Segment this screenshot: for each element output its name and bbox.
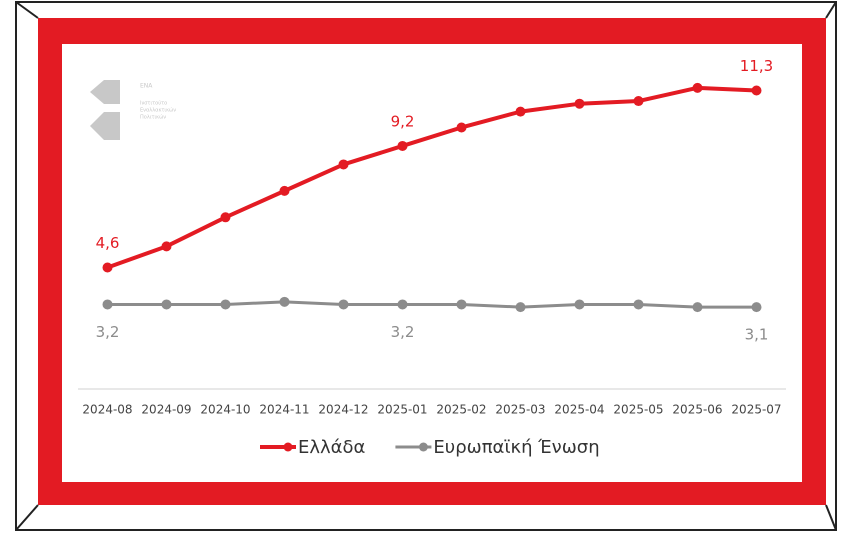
x-tick-label: 2025-03 — [495, 403, 545, 417]
x-tick-label: 2024-08 — [82, 403, 132, 417]
data-point — [515, 302, 526, 313]
logo-text: Πολιτικών — [140, 114, 166, 121]
x-tick-label: 2025-07 — [731, 403, 781, 417]
data-label: 9,2 — [391, 112, 415, 130]
x-tick-label: 2025-01 — [377, 403, 427, 417]
data-point — [574, 299, 585, 310]
data-label: 3,1 — [745, 326, 769, 344]
plot-background — [62, 44, 802, 482]
x-tick-label: 2025-06 — [672, 403, 722, 417]
data-point — [633, 299, 644, 310]
data-point — [220, 212, 231, 223]
data-point — [102, 262, 113, 273]
data-point — [220, 299, 231, 310]
data-point — [397, 299, 408, 310]
x-tick-label: 2024-12 — [318, 403, 368, 417]
legend-label: Ευρωπαϊκή Ένωση — [433, 437, 599, 458]
x-tick-label: 2024-11 — [259, 403, 309, 417]
x-tick-label: 2024-10 — [200, 403, 250, 417]
logo: ΕΝΑ Ινστιτούτο Εναλλακτικών Πολιτικών — [90, 80, 176, 140]
data-point — [692, 82, 703, 93]
data-point — [161, 241, 172, 252]
legend-marker — [418, 442, 428, 452]
legend-label: Ελλάδα — [298, 437, 365, 458]
series-line — [106, 85, 757, 270]
x-tick-label: 2025-04 — [554, 403, 604, 417]
data-point — [279, 185, 290, 196]
data-point — [338, 299, 349, 310]
x-tick-label: 2024-09 — [141, 403, 191, 417]
series-line — [107, 300, 757, 309]
logo-text: Εναλλακτικών — [140, 107, 176, 114]
logo-name: ΕΝΑ — [140, 83, 153, 90]
logo-text: Ινστιτούτο — [140, 100, 167, 107]
data-point — [751, 302, 762, 313]
data-label: 3,2 — [96, 323, 120, 341]
legend-marker — [283, 442, 293, 452]
data-point — [338, 159, 349, 170]
frame-corners — [15, 1, 837, 531]
data-label: 11,3 — [740, 57, 773, 75]
data-label: 4,6 — [96, 234, 120, 252]
data-label: 3,2 — [391, 323, 415, 341]
x-tick-label: 2025-05 — [613, 403, 663, 417]
data-point — [102, 299, 113, 310]
x-tick-label: 2025-02 — [436, 403, 486, 417]
data-point — [751, 85, 762, 96]
data-point — [456, 299, 467, 310]
data-point — [279, 296, 290, 307]
data-point — [692, 302, 703, 313]
data-point — [633, 96, 644, 107]
data-point — [456, 122, 467, 133]
data-point — [515, 106, 526, 117]
data-point — [397, 140, 408, 151]
data-point — [574, 98, 585, 109]
data-point — [161, 299, 172, 310]
